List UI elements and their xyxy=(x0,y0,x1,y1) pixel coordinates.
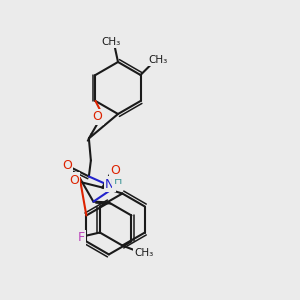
Text: F: F xyxy=(77,231,84,244)
Text: CH₃: CH₃ xyxy=(135,248,154,257)
Text: N: N xyxy=(105,178,115,191)
Text: H: H xyxy=(114,176,122,186)
Text: CH₃: CH₃ xyxy=(101,37,121,47)
Text: O: O xyxy=(69,173,79,187)
Text: O: O xyxy=(110,164,120,177)
Text: O: O xyxy=(93,110,103,123)
Text: O: O xyxy=(62,159,72,172)
Text: CH₃: CH₃ xyxy=(148,55,167,65)
